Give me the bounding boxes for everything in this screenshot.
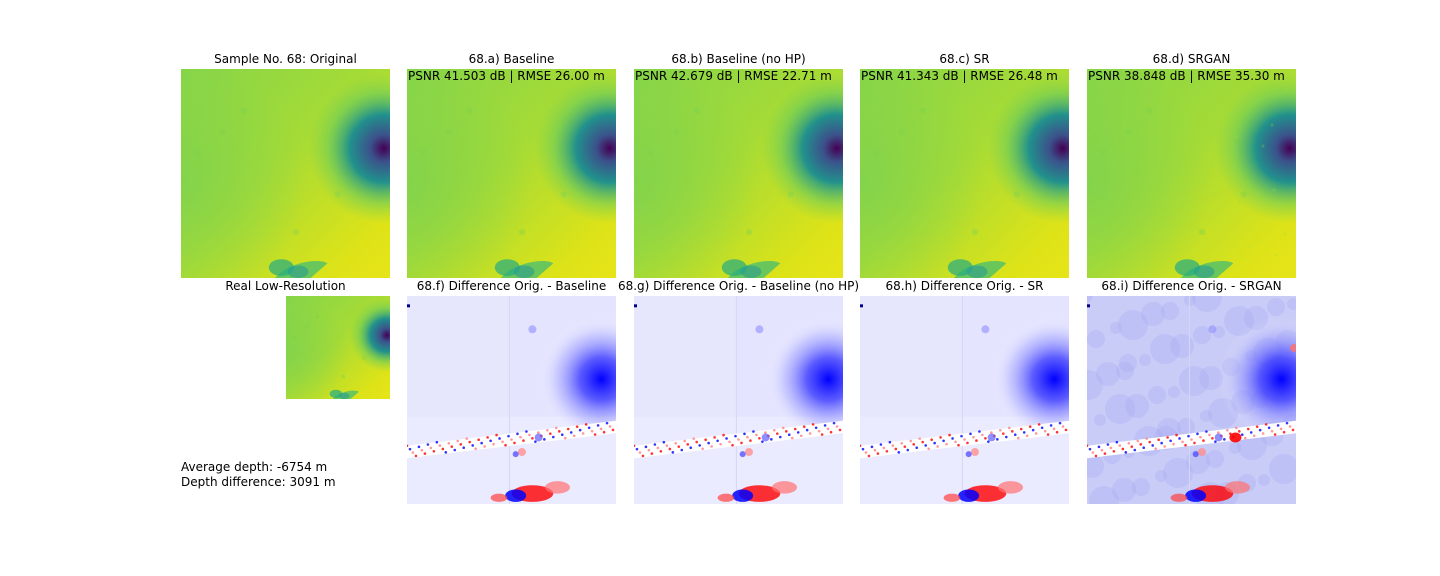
- title-baseline-no-hp: 68.b) Baseline (no HP): [671, 52, 806, 66]
- title-low-resolution: Real Low-Resolution: [225, 279, 346, 293]
- title-diff-srgan: 68.i) Difference Orig. - SRGAN: [1101, 279, 1282, 293]
- heatmap-diff-sr: [860, 296, 1069, 504]
- title-diff-baseline-no-hp: 68.g) Difference Orig. - Baseline (no HP…: [617, 279, 860, 293]
- heatmap-diff-baseline: [407, 296, 616, 504]
- heatmap-baseline-no-hp: [634, 69, 843, 278]
- heatmap-sr: [860, 69, 1069, 278]
- title-sr: 68.c) SR: [939, 52, 990, 66]
- metric-baseline-no-hp: PSNR 42.679 dB | RMSE 22.71 m: [635, 69, 832, 83]
- heatmap-diff-srgan: [1087, 296, 1296, 504]
- heatmap-diff-baseline-no-hp: [634, 296, 843, 504]
- heatmap-srgan: [1087, 69, 1296, 278]
- title-diff-baseline: 68.f) Difference Orig. - Baseline: [416, 279, 607, 293]
- title-diff-sr: 68.h) Difference Orig. - SR: [885, 279, 1044, 293]
- title-baseline: 68.a) Baseline: [468, 52, 555, 66]
- heatmap-low-resolution: [286, 296, 390, 399]
- title-original: Sample No. 68: Original: [214, 52, 357, 66]
- depth-difference-text: Depth difference: 3091 m: [181, 475, 336, 489]
- heatmap-original: [181, 69, 390, 278]
- title-srgan: 68.d) SRGAN: [1152, 52, 1231, 66]
- average-depth-text: Average depth: -6754 m: [181, 460, 328, 474]
- metric-srgan: PSNR 38.848 dB | RMSE 35.30 m: [1088, 69, 1285, 83]
- metric-baseline: PSNR 41.503 dB | RMSE 26.00 m: [408, 69, 605, 83]
- metric-sr: PSNR 41.343 dB | RMSE 26.48 m: [861, 69, 1058, 83]
- heatmap-baseline: [407, 69, 616, 278]
